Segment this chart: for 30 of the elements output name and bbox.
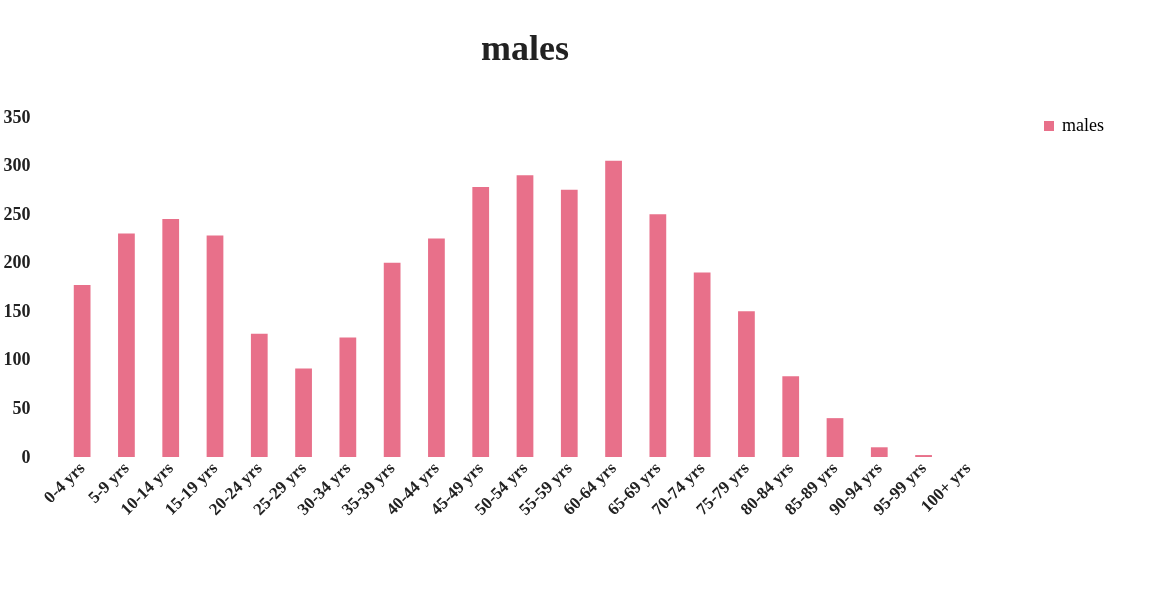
y-tick-label: 300: [3, 155, 31, 176]
bar: [162, 219, 180, 457]
bar: [428, 238, 445, 457]
y-tick-label: 150: [3, 300, 31, 321]
bar: [339, 337, 357, 457]
bar: [295, 368, 312, 457]
bar: [826, 418, 844, 457]
bar: [738, 311, 755, 457]
bar: [383, 262, 401, 457]
bar: [472, 186, 490, 457]
y-tick-label: 0: [21, 446, 31, 467]
bar: [118, 233, 135, 457]
bar: [649, 214, 667, 457]
bar: [782, 376, 800, 457]
bar: [605, 160, 622, 457]
legend-label: males: [1062, 115, 1104, 135]
bar: [560, 189, 578, 457]
chart-title: males: [481, 28, 569, 68]
x-tick-label: 0-4 yrs: [40, 458, 89, 507]
bar: [870, 447, 888, 457]
y-tick-label: 250: [3, 203, 31, 224]
bar: [73, 285, 91, 457]
bar: [516, 175, 534, 457]
bar: [206, 235, 224, 457]
y-tick-label: 350: [3, 106, 31, 127]
y-tick-label: 50: [12, 397, 31, 418]
bar: [250, 333, 268, 457]
bar: [693, 272, 711, 457]
y-tick-label: 100: [3, 349, 31, 370]
y-tick-label: 200: [3, 252, 31, 273]
